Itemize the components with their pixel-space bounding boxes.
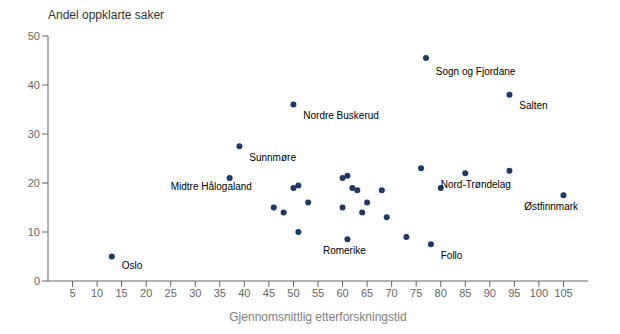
svg-text:20: 20 [140,287,152,299]
html-text:Andel oppklarte saker: Andel oppklarte saker [48,8,165,22]
svg-text:Follo: Follo [441,250,463,261]
svg-text:50: 50 [28,30,40,42]
svg-text:95: 95 [508,287,520,299]
svg-text:30: 30 [189,287,201,299]
svg-text:70: 70 [386,287,398,299]
svg-text:25: 25 [165,287,177,299]
svg-text:40: 40 [238,287,250,299]
svg-text:85: 85 [459,287,471,299]
svg-text:100: 100 [530,287,548,299]
svg-text:55: 55 [312,287,324,299]
svg-text:Nord-Trøndelag: Nord-Trøndelag [441,179,511,190]
svg-text:40: 40 [28,79,40,91]
svg-text:105: 105 [554,287,572,299]
svg-text:80: 80 [435,287,447,299]
svg-text:Romerike: Romerike [323,245,366,256]
svg-text:Salten: Salten [519,100,547,111]
svg-text:10: 10 [28,226,40,238]
svg-text:Midtre Hålogaland: Midtre Hålogaland [171,181,252,192]
svg-text:Østfinnmark: Østfinnmark [524,201,579,212]
svg-text:10: 10 [91,287,103,299]
svg-text:Sogn og Fjordane: Sogn og Fjordane [436,66,516,77]
svg-text:20: 20 [28,177,40,189]
svg-text:Gjennomsnittlig etterforskning: Gjennomsnittlig etterforskningstid [229,310,406,324]
svg-text:Nordre Buskerud: Nordre Buskerud [303,110,379,121]
svg-text:50: 50 [287,287,299,299]
svg-text:0: 0 [34,275,40,287]
svg-text:75: 75 [410,287,422,299]
svg-text:Sunnmøre: Sunnmøre [249,152,296,163]
svg-text:35: 35 [214,287,226,299]
svg-text:60: 60 [336,287,348,299]
svg-text:90: 90 [484,287,496,299]
svg-text:45: 45 [263,287,275,299]
svg-text:15: 15 [116,287,128,299]
svg-text:Oslo: Oslo [122,260,143,271]
svg-text:5: 5 [69,287,75,299]
svg-text:65: 65 [361,287,373,299]
svg-text:30: 30 [28,128,40,140]
